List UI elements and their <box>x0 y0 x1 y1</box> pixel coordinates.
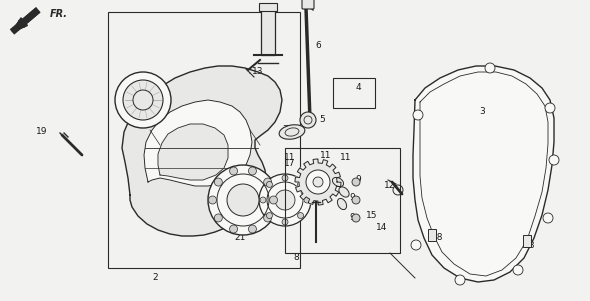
Circle shape <box>259 174 311 226</box>
Text: 9: 9 <box>355 175 361 185</box>
Ellipse shape <box>337 198 346 209</box>
Polygon shape <box>12 18 28 32</box>
Bar <box>285 148 400 253</box>
Text: 16: 16 <box>132 105 144 114</box>
Circle shape <box>214 178 222 186</box>
Circle shape <box>260 197 266 203</box>
Text: 13: 13 <box>253 67 264 76</box>
Polygon shape <box>122 66 282 236</box>
Text: 11: 11 <box>340 154 352 163</box>
Circle shape <box>485 63 495 73</box>
Circle shape <box>304 197 310 203</box>
Text: 6: 6 <box>315 41 321 49</box>
Bar <box>108 12 300 268</box>
Circle shape <box>230 225 238 233</box>
Text: 11: 11 <box>284 154 296 163</box>
Circle shape <box>270 196 277 204</box>
Text: 11: 11 <box>320 151 332 160</box>
Bar <box>428 229 436 241</box>
Circle shape <box>455 275 465 285</box>
FancyBboxPatch shape <box>302 0 314 9</box>
Text: 19: 19 <box>36 128 48 136</box>
Circle shape <box>282 219 288 225</box>
Circle shape <box>411 240 421 250</box>
Circle shape <box>513 265 523 275</box>
Text: 5: 5 <box>319 116 325 125</box>
Text: 2: 2 <box>152 274 158 283</box>
Circle shape <box>543 213 553 223</box>
Ellipse shape <box>332 177 343 187</box>
Text: 18: 18 <box>432 234 444 243</box>
Text: 18: 18 <box>525 240 536 250</box>
Circle shape <box>267 213 273 219</box>
Circle shape <box>545 103 555 113</box>
Circle shape <box>123 80 163 120</box>
Circle shape <box>297 182 304 188</box>
Circle shape <box>267 182 273 188</box>
Text: 20: 20 <box>250 213 262 222</box>
Text: 7: 7 <box>282 126 288 135</box>
Circle shape <box>352 178 360 186</box>
Text: FR.: FR. <box>50 9 68 19</box>
Circle shape <box>208 165 278 235</box>
Text: 9: 9 <box>349 213 355 222</box>
Ellipse shape <box>279 125 305 139</box>
Circle shape <box>275 190 295 210</box>
Circle shape <box>282 175 288 181</box>
Text: 8: 8 <box>293 253 299 262</box>
Circle shape <box>306 170 330 194</box>
Text: 17: 17 <box>284 159 296 167</box>
Ellipse shape <box>339 187 349 197</box>
Polygon shape <box>158 124 228 180</box>
Circle shape <box>208 196 217 204</box>
Text: 14: 14 <box>376 224 388 232</box>
Circle shape <box>352 214 360 222</box>
Text: 21: 21 <box>234 234 245 243</box>
Text: 4: 4 <box>355 83 361 92</box>
Polygon shape <box>413 66 554 282</box>
Bar <box>523 235 531 247</box>
Polygon shape <box>295 159 341 205</box>
Bar <box>259 3 277 11</box>
Circle shape <box>248 167 257 175</box>
Polygon shape <box>144 100 252 186</box>
Text: 15: 15 <box>366 210 378 219</box>
Text: 9: 9 <box>349 194 355 203</box>
Circle shape <box>313 177 323 187</box>
Circle shape <box>549 155 559 165</box>
Circle shape <box>413 110 423 120</box>
Text: 12: 12 <box>384 181 396 190</box>
Circle shape <box>297 213 304 219</box>
Circle shape <box>300 112 316 128</box>
Circle shape <box>264 214 271 222</box>
Circle shape <box>214 214 222 222</box>
Text: 10: 10 <box>290 206 301 215</box>
Circle shape <box>230 167 238 175</box>
Text: 3: 3 <box>479 107 485 116</box>
Circle shape <box>248 225 257 233</box>
Circle shape <box>352 196 360 204</box>
Bar <box>261 8 275 55</box>
Circle shape <box>264 178 271 186</box>
Circle shape <box>227 184 259 216</box>
Circle shape <box>133 90 153 110</box>
Circle shape <box>115 72 171 128</box>
Bar <box>333 78 375 108</box>
